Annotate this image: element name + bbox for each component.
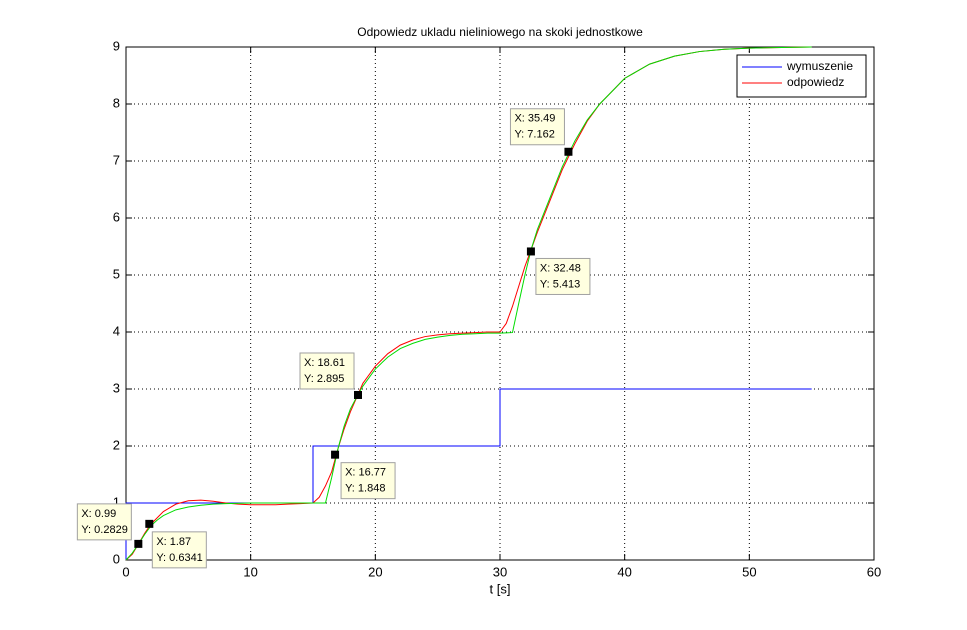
x-tick-label: 10 xyxy=(243,564,257,579)
legend-box xyxy=(736,54,867,98)
data-tip-y: Y: 1.848 xyxy=(345,483,385,495)
y-tick-label: 6 xyxy=(113,209,120,224)
x-tick-label: 60 xyxy=(867,564,881,579)
y-tick-label: 2 xyxy=(113,437,120,452)
y-tick-label: 5 xyxy=(113,266,120,281)
data-tip-x: X: 35.49 xyxy=(514,113,555,125)
data-tip: X: 18.61 Y: 2.895 xyxy=(299,352,363,399)
data-tip-marker xyxy=(145,519,154,528)
legend-label: wymuszenie xyxy=(786,59,853,73)
y-tick-label: 4 xyxy=(113,323,120,338)
data-tip-y: Y: 0.6341 xyxy=(156,552,203,564)
data-tip-marker xyxy=(134,539,143,548)
data-tip: X: 1.87 Y: 0.6341 xyxy=(145,519,207,569)
x-tick-label: 50 xyxy=(742,564,756,579)
chart-title: Odpowiedz ukladu nieliniowego na skoki j… xyxy=(357,25,643,39)
data-tip-y: Y: 7.162 xyxy=(514,129,554,141)
y-tick-label: 0 xyxy=(113,551,120,566)
data-tip-x: X: 16.77 xyxy=(345,467,386,479)
data-tip-box xyxy=(151,531,207,569)
y-tick-label: 7 xyxy=(113,152,120,167)
data-tip-box xyxy=(340,462,396,500)
data-tip: X: 0.99 Y: 0.2829 xyxy=(76,503,143,548)
y-tick-label: 1 xyxy=(113,494,120,509)
data-tip-y: Y: 2.895 xyxy=(304,373,344,385)
x-tick-label: 20 xyxy=(368,564,382,579)
data-tip-y: Y: 0.2829 xyxy=(81,524,128,536)
data-tip-y: Y: 5.413 xyxy=(540,278,580,290)
data-tip-marker xyxy=(526,247,535,256)
data-tip: X: 35.49 Y: 7.162 xyxy=(509,108,573,156)
series-line xyxy=(125,46,812,561)
axes-box xyxy=(125,46,875,561)
data-tip-marker xyxy=(331,450,340,459)
x-axis-label: t [s] xyxy=(490,581,511,596)
x-tick-label: 0 xyxy=(122,564,129,579)
data-tip-marker xyxy=(564,147,573,156)
legend-label: odpowiedz xyxy=(787,75,844,89)
data-tip-x: X: 1.87 xyxy=(156,536,191,548)
x-tick-label: 30 xyxy=(493,564,507,579)
data-tip-box xyxy=(76,503,132,541)
series-line xyxy=(125,46,812,561)
y-tick-label: 8 xyxy=(113,95,120,110)
y-tick-label: 3 xyxy=(113,380,120,395)
data-tip: X: 32.48 Y: 5.413 xyxy=(526,247,591,295)
data-tip-box xyxy=(299,352,355,390)
series-line xyxy=(125,388,812,560)
y-tick-label: 9 xyxy=(113,38,120,53)
data-tip-box xyxy=(509,108,565,146)
data-tip: X: 16.77 Y: 1.848 xyxy=(331,450,396,500)
x-tick-label: 40 xyxy=(617,564,631,579)
data-tip-x: X: 32.48 xyxy=(540,262,581,274)
data-tip-x: X: 0.99 xyxy=(81,508,116,520)
data-tip-marker xyxy=(354,390,363,399)
data-tip-box xyxy=(535,257,591,295)
data-tip-x: X: 18.61 xyxy=(304,357,345,369)
